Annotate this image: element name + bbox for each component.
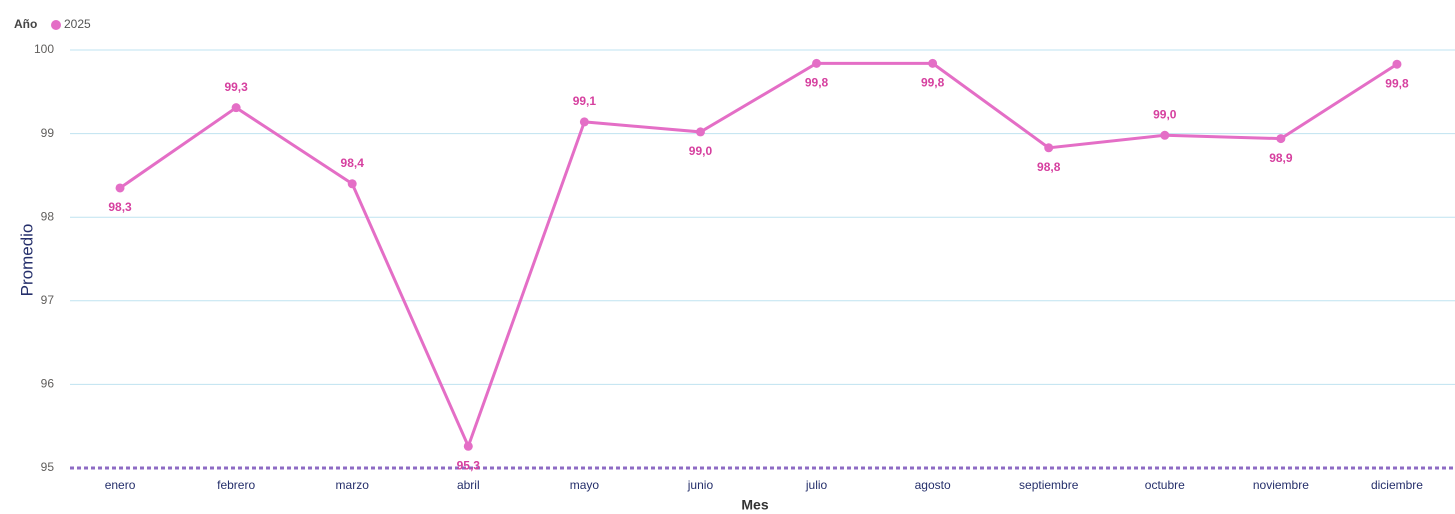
x-tick-label: junio — [687, 478, 714, 492]
data-point — [231, 103, 241, 113]
data-label: 99,8 — [805, 76, 829, 90]
x-tick-label: julio — [805, 478, 828, 492]
data-label: 99,3 — [224, 80, 248, 94]
data-point — [812, 58, 822, 68]
x-tick-label: diciembre — [1371, 478, 1423, 492]
data-point — [1392, 59, 1402, 69]
data-point — [1044, 143, 1054, 153]
x-tick-label: enero — [105, 478, 136, 492]
data-label: 99,8 — [921, 76, 945, 90]
x-tick-label: abril — [457, 478, 480, 492]
legend-marker — [51, 20, 61, 30]
data-label: 98,9 — [1269, 151, 1293, 165]
x-tick-label: noviembre — [1253, 478, 1309, 492]
data-point — [1160, 130, 1170, 140]
series-line — [119, 61, 1398, 451]
data-label: 98,4 — [341, 156, 365, 170]
data-point — [347, 179, 357, 189]
y-tick-label: 100 — [34, 42, 54, 56]
y-tick-label: 99 — [41, 126, 55, 140]
data-label: 99,0 — [689, 144, 713, 158]
data-label: 99,1 — [573, 94, 597, 108]
x-tick-label: octubre — [1145, 478, 1185, 492]
x-axis-label: Mes — [741, 497, 768, 513]
data-label: 98,3 — [108, 200, 132, 214]
legend-title: Año — [14, 17, 37, 31]
data-label: 99,8 — [1385, 76, 1409, 90]
data-point — [463, 441, 473, 451]
y-axis-label: Promedio — [17, 224, 36, 297]
data-point — [115, 183, 125, 193]
x-tick-label: septiembre — [1019, 478, 1079, 492]
data-label: 99,0 — [1153, 107, 1177, 121]
x-tick-label: marzo — [336, 478, 370, 492]
x-tick-label: agosto — [915, 478, 951, 492]
data-label: 95,3 — [457, 458, 481, 472]
data-point — [1276, 134, 1286, 144]
legend-label: 2025 — [64, 17, 91, 31]
data-point — [579, 117, 589, 127]
x-tick-label: febrero — [217, 478, 255, 492]
data-point — [928, 58, 938, 68]
y-tick-label: 97 — [41, 293, 55, 307]
data-point — [695, 127, 705, 137]
data-label: 98,8 — [1037, 160, 1061, 174]
y-tick-label: 96 — [41, 377, 55, 391]
x-tick-label: mayo — [570, 478, 600, 492]
y-tick-label: 95 — [41, 460, 55, 474]
y-tick-label: 98 — [41, 209, 55, 223]
